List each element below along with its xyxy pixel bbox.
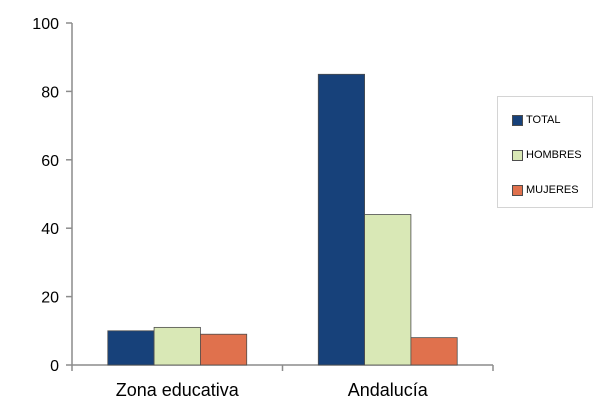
y-tick-label: 40 (41, 221, 59, 238)
bar-mujeres-0 (200, 333, 248, 366)
bar-total-1 (317, 73, 365, 366)
x-axis: Zona educativa Andalucía (71, 364, 494, 400)
y-tick-label: 80 (41, 84, 59, 101)
legend: TOTAL HOMBRES MUJERES (497, 96, 593, 208)
legend-swatch-hombres (512, 149, 523, 161)
bar-mujeres-1 (410, 337, 458, 366)
y-tick-label: 100 (32, 16, 59, 33)
legend-swatch-total (512, 114, 523, 126)
y-tick-label: 0 (50, 358, 59, 375)
legend-item-mujeres: MUJERES (512, 183, 579, 197)
legend-label-total: TOTAL (526, 114, 561, 126)
x-category-label: Andalucía (348, 380, 429, 400)
legend-label-hombres: HOMBRES (526, 149, 582, 161)
y-tick-label: 60 (41, 153, 59, 170)
bar-hombres-1 (364, 214, 412, 366)
bar-hombres-0 (153, 326, 201, 366)
legend-label-mujeres: MUJERES (526, 184, 579, 196)
x-category-label: Zona educativa (116, 380, 240, 400)
bar-total-0 (107, 330, 155, 366)
y-axis: 0 20 40 60 80 100 (32, 16, 73, 375)
y-tick-label: 20 (41, 290, 59, 307)
legend-swatch-mujeres (512, 184, 523, 196)
legend-item-total: TOTAL (512, 113, 560, 127)
bars (107, 73, 458, 366)
legend-item-hombres: HOMBRES (512, 148, 582, 162)
